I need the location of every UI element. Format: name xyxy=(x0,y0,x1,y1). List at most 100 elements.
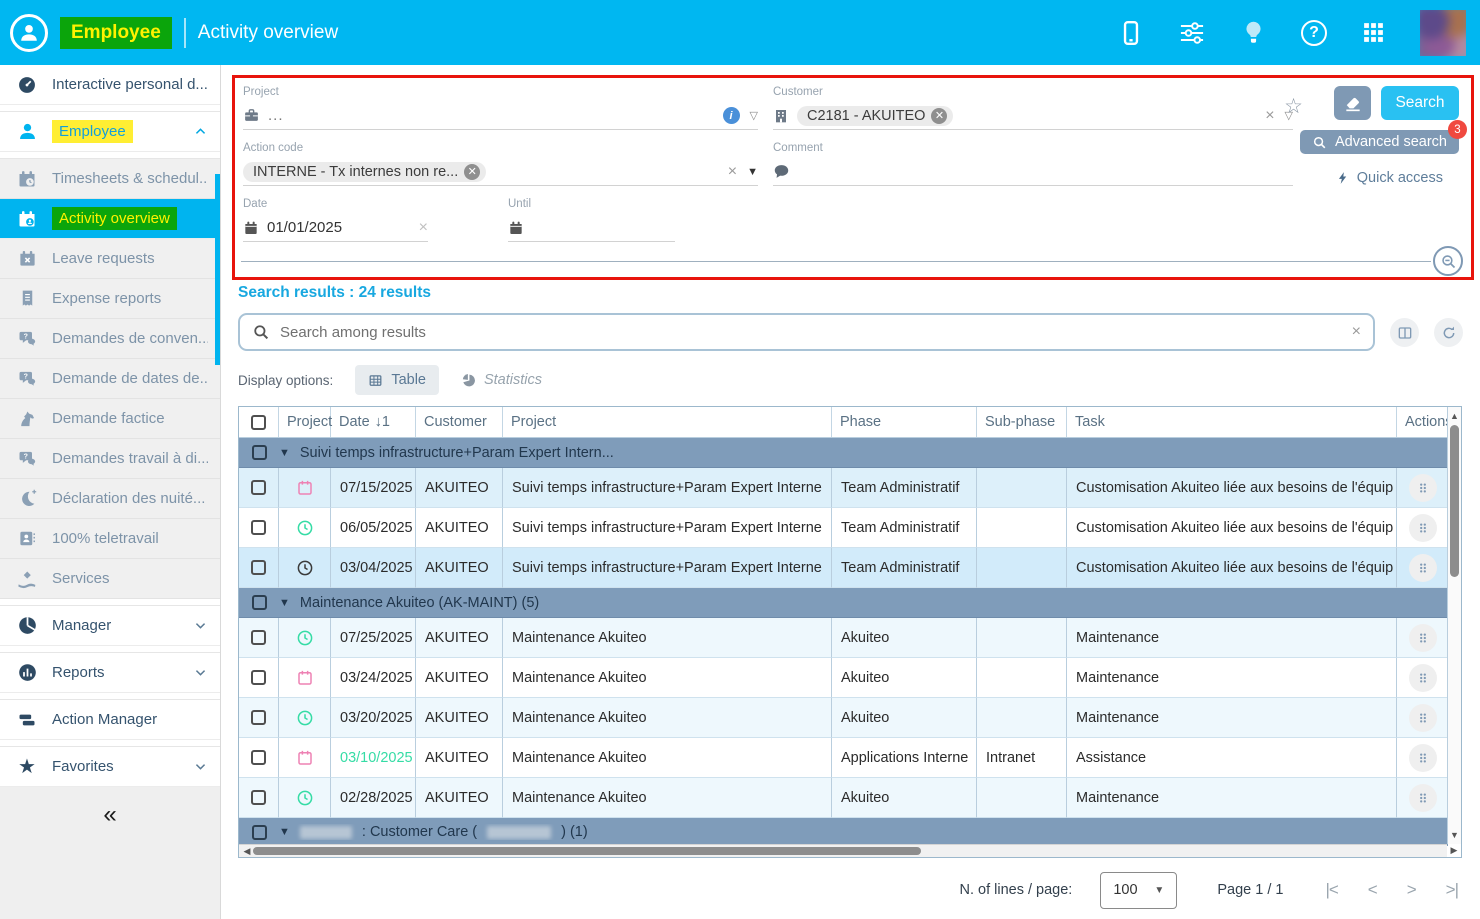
last-page-button[interactable]: >| xyxy=(1445,880,1459,899)
row-actions-button[interactable] xyxy=(1408,703,1437,732)
row-actions-button[interactable] xyxy=(1408,743,1437,772)
column-header-date[interactable]: Date ↓ 1 xyxy=(331,407,416,437)
sidebar-item-expense-reports[interactable]: Expense reports xyxy=(0,279,220,319)
next-page-button[interactable]: > xyxy=(1406,880,1417,899)
sidebar-item-teletravail[interactable]: 100% teletravail xyxy=(0,519,220,559)
scroll-down-icon[interactable]: ▼ xyxy=(1450,830,1459,840)
table-row[interactable]: 07/25/2025 AKUITEO Maintenance Akuiteo A… xyxy=(239,618,1448,658)
chevron-down-icon[interactable] xyxy=(193,665,208,680)
chevron-down-icon[interactable]: ▼ xyxy=(747,165,758,178)
sidebar-item-reports[interactable]: Reports xyxy=(0,653,220,693)
sidebar-item-demande-factice[interactable]: Demande factice xyxy=(0,399,220,439)
chevron-down-icon[interactable] xyxy=(193,618,208,633)
search-button[interactable]: Search xyxy=(1381,86,1459,120)
sidebar-item-activity-overview[interactable]: Activity overview xyxy=(0,199,220,239)
refresh-button[interactable] xyxy=(1434,318,1463,347)
row-actions-button[interactable] xyxy=(1408,513,1437,542)
action-code-input[interactable]: INTERNE - Tx internes non re... ✕ × ▼ xyxy=(243,158,758,186)
scroll-right-icon[interactable]: ▶ xyxy=(1450,845,1458,855)
row-checkbox[interactable] xyxy=(251,630,266,645)
user-profile-icon[interactable] xyxy=(10,13,48,52)
lines-per-page-select[interactable]: 100 ▼ xyxy=(1100,871,1178,909)
row-checkbox[interactable] xyxy=(251,790,266,805)
previous-page-button[interactable]: < xyxy=(1367,880,1378,899)
sidebar-item-timesheets[interactable]: Timesheets & schedul... xyxy=(0,159,220,199)
chip-remove-icon[interactable]: ✕ xyxy=(464,163,481,180)
column-header-subphase[interactable]: Sub-phase xyxy=(977,407,1067,437)
row-checkbox[interactable] xyxy=(251,480,266,495)
select-all-checkbox[interactable] xyxy=(251,414,266,430)
table-row[interactable]: 07/15/2025 AKUITEO Suivi temps infrastru… xyxy=(239,468,1448,508)
column-header-project-icon[interactable]: Project xyxy=(279,407,332,437)
scroll-left-icon[interactable]: ◀ xyxy=(243,845,251,856)
sidebar-collapse-button[interactable]: « xyxy=(0,787,220,919)
sidebar-item-demande-dates[interactable]: Demande de dates de... xyxy=(0,359,220,399)
row-actions-button[interactable] xyxy=(1408,623,1437,652)
table-row[interactable]: 03/20/2025 AKUITEO Maintenance Akuiteo A… xyxy=(239,698,1448,738)
column-header-task[interactable]: Task xyxy=(1067,407,1397,437)
group-header-row[interactable]: ▼ : Customer Care ( ) (1) xyxy=(239,818,1448,846)
clear-field-icon[interactable]: × xyxy=(727,162,738,180)
until-input[interactable] xyxy=(508,214,675,242)
collapse-search-button[interactable] xyxy=(1433,246,1463,276)
table-row[interactable]: 03/24/2025 AKUITEO Maintenance Akuiteo A… xyxy=(239,658,1448,698)
chip-remove-icon[interactable]: ✕ xyxy=(931,107,948,124)
clear-field-icon[interactable]: × xyxy=(418,218,428,236)
collapse-arrow-icon[interactable]: ▼ xyxy=(279,596,290,609)
filter-sliders-icon[interactable] xyxy=(1178,19,1206,47)
row-actions-button[interactable] xyxy=(1408,553,1437,582)
info-icon[interactable]: i xyxy=(722,107,740,124)
customer-input[interactable]: C2181 - AKUITEO ✕ × ▽ xyxy=(773,102,1293,130)
scroll-up-icon[interactable]: ▲ xyxy=(1450,411,1459,421)
clear-field-icon[interactable]: × xyxy=(1265,106,1275,124)
comment-input[interactable] xyxy=(773,158,1293,186)
chevron-down-icon[interactable] xyxy=(193,759,208,774)
sidebar-item-interactive-dashboard[interactable]: Interactive personal d... xyxy=(0,65,220,105)
group-header-row[interactable]: ▼ Maintenance Akuiteo (AK-MAINT) (5) xyxy=(239,588,1448,618)
vertical-scroll-thumb[interactable] xyxy=(1450,425,1459,577)
chevron-down-icon[interactable]: ▽ xyxy=(1284,110,1293,122)
user-avatar[interactable] xyxy=(1420,9,1466,56)
sidebar-item-manager[interactable]: Manager xyxy=(0,606,220,646)
table-row[interactable]: 02/28/2025 AKUITEO Maintenance Akuiteo A… xyxy=(239,778,1448,818)
horizontal-scroll-thumb[interactable] xyxy=(253,847,921,855)
favorite-star-icon[interactable]: ☆ xyxy=(1284,95,1303,118)
results-search-input[interactable] xyxy=(280,323,1342,341)
row-checkbox[interactable] xyxy=(251,520,266,535)
collapse-arrow-icon[interactable]: ▼ xyxy=(279,446,290,459)
chevron-up-icon[interactable] xyxy=(193,124,208,139)
table-row[interactable]: 06/05/2025 AKUITEO Suivi temps infrastru… xyxy=(239,508,1448,548)
sidebar-item-services[interactable]: Services xyxy=(0,559,220,599)
sidebar-item-demandes-convenance[interactable]: Demandes de conven... xyxy=(0,319,220,359)
table-view-button[interactable]: Table xyxy=(355,365,439,395)
table-row[interactable]: 03/04/2025 AKUITEO Suivi temps infrastru… xyxy=(239,548,1448,588)
vertical-scrollbar[interactable]: ▲ ▼ xyxy=(1447,407,1461,844)
row-actions-button[interactable] xyxy=(1408,663,1437,692)
app-grid-icon[interactable] xyxy=(1361,20,1386,45)
row-actions-button[interactable] xyxy=(1408,473,1437,502)
row-checkbox[interactable] xyxy=(251,670,266,685)
mobile-app-icon[interactable] xyxy=(1118,20,1144,46)
quick-access-link[interactable]: Quick access xyxy=(1336,170,1443,186)
horizontal-scrollbar[interactable]: ◀ xyxy=(239,844,1447,857)
column-header-phase[interactable]: Phase xyxy=(832,407,977,437)
column-header-customer[interactable]: Customer xyxy=(416,407,503,437)
group-checkbox[interactable] xyxy=(251,445,267,460)
row-checkbox[interactable] xyxy=(251,710,266,725)
clear-search-icon[interactable]: × xyxy=(1351,323,1361,340)
sidebar-scrollbar[interactable] xyxy=(215,174,220,365)
group-header-row[interactable]: ▼ Suivi temps infrastructure+Param Expert… xyxy=(239,438,1448,468)
row-checkbox[interactable] xyxy=(251,560,266,575)
statistics-view-button[interactable]: Statistics xyxy=(461,372,542,388)
table-row[interactable]: 03/10/2025 AKUITEO Maintenance Akuiteo A… xyxy=(239,738,1448,778)
clear-form-button[interactable] xyxy=(1334,86,1371,120)
sidebar-item-declaration-nuitees[interactable]: Déclaration des nuité... xyxy=(0,479,220,519)
help-icon[interactable]: ? xyxy=(1301,19,1327,46)
sidebar-item-leave-requests[interactable]: Leave requests xyxy=(0,239,220,279)
first-page-button[interactable]: |< xyxy=(1325,880,1338,899)
advanced-search-button[interactable]: Advanced search 3 xyxy=(1299,120,1467,154)
sidebar-item-action-manager[interactable]: Action Manager xyxy=(0,700,220,740)
group-checkbox[interactable] xyxy=(251,824,267,840)
columns-settings-button[interactable] xyxy=(1390,318,1419,347)
sidebar-item-favorites[interactable]: ★ Favorites xyxy=(0,747,220,787)
